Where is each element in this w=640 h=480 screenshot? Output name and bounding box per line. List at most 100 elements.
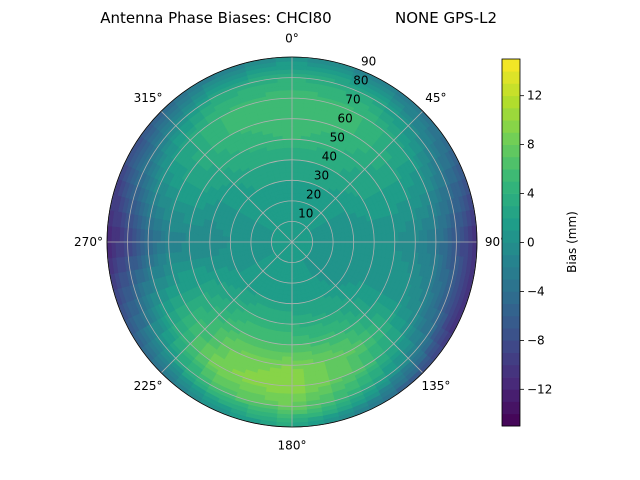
polar-grid [106,56,478,428]
contour-cell [291,142,301,149]
chart-title-left: Antenna Phase Biases: CHCI80 [100,9,331,27]
contour-cell [402,241,408,253]
contour-cell [291,171,299,177]
contour-cell [286,184,293,190]
radial-tick-label: 80 [353,74,368,88]
contour-cell [291,196,297,202]
radial-tick-label: 50 [330,131,345,145]
contour-cell [176,231,182,243]
contour-cell [288,208,293,214]
contour-field [106,56,478,428]
contour-cell [213,234,219,243]
contour-cell [238,241,244,248]
contour-cell [398,241,404,253]
contour-cell [288,200,293,206]
contour-cell [361,235,367,243]
chart-title-right: NONE GPS-L2 [395,9,497,27]
colorbar-level [502,377,520,390]
colorbar-level [502,59,520,72]
contour-cell [242,241,248,247]
contour-cell [336,241,342,247]
contour-cell [286,290,293,296]
colorbar-level [502,364,520,378]
contour-cell [286,298,293,305]
contour-cell [291,315,300,321]
contour-cell [344,236,350,243]
contour-cell [201,233,207,243]
contour-cell [213,241,219,250]
colorbar-level [502,291,520,304]
contour-cell [344,241,350,248]
contour-cell [242,237,248,243]
contour-cell [406,241,412,253]
contour-cell [291,126,303,132]
contour-cell [291,130,303,136]
contour-cell [291,151,301,157]
colorbar-level [502,303,520,317]
colorbar-level [502,267,520,280]
contour-cell [234,241,240,248]
contour-cell [246,241,252,247]
angular-tick-label: 315° [134,91,163,105]
colorbar-level [502,389,520,402]
angular-tick-label: 0° [285,32,299,46]
contour-cell [365,234,371,243]
contour-cell [291,167,299,173]
colorbar-level [502,328,520,341]
contour-cell [291,282,297,288]
angular-gridline [160,110,293,243]
contour-cell [197,241,203,251]
colorbar-level [502,352,520,366]
colorbar-level [502,401,520,415]
contour-cell [381,241,387,251]
contour-cell [291,294,298,300]
contour-cell [291,159,300,165]
contour-cell [238,236,244,243]
contour-cell [281,126,293,132]
contour-cell [172,231,178,243]
contour-cell [246,237,252,243]
angular-tick-label: 90° [485,235,506,249]
contour-cell [291,307,299,313]
contour-cell [283,331,293,337]
colorbar-level [502,279,520,292]
contour-cell [340,241,346,248]
contour-cell [332,237,338,243]
contour-cell [192,233,199,243]
colorbar-tick-label: 8 [527,138,535,152]
contour-cell [284,159,293,165]
contour-cell [357,241,363,249]
colorbar-level [502,340,520,353]
colorbar-tick-label: −8 [527,333,545,347]
contour-cell [234,236,240,243]
angular-tick-label: 135° [421,379,450,393]
contour-cell [291,179,298,186]
contour-cell [291,348,303,354]
contour-cell [291,147,301,153]
contour-cell [369,241,375,250]
contour-cell [291,331,301,337]
angular-tick-label: 180° [278,439,307,453]
colorbar-tick-label: 12 [527,89,542,103]
contour-cell [229,236,236,243]
contour-cell [283,327,293,333]
contour-cell [291,298,298,305]
colorbar-level [502,315,520,329]
angular-tick-label: 225° [134,379,163,393]
contour-cell [291,274,296,280]
colorbar-level [502,83,520,97]
colorbar-level [502,205,520,219]
colorbar-level [502,230,520,243]
contour-cell [291,163,300,169]
contour-cell [291,335,301,342]
colorbar-level [502,169,520,182]
contour-cell [291,356,303,362]
contour-cell [286,179,293,186]
colorbar-level [502,193,520,207]
contour-cell [197,233,203,243]
contour-cell [357,235,363,243]
contour-cell [285,167,293,173]
radial-tick-label: 40 [322,150,337,164]
contour-cell [348,241,355,248]
